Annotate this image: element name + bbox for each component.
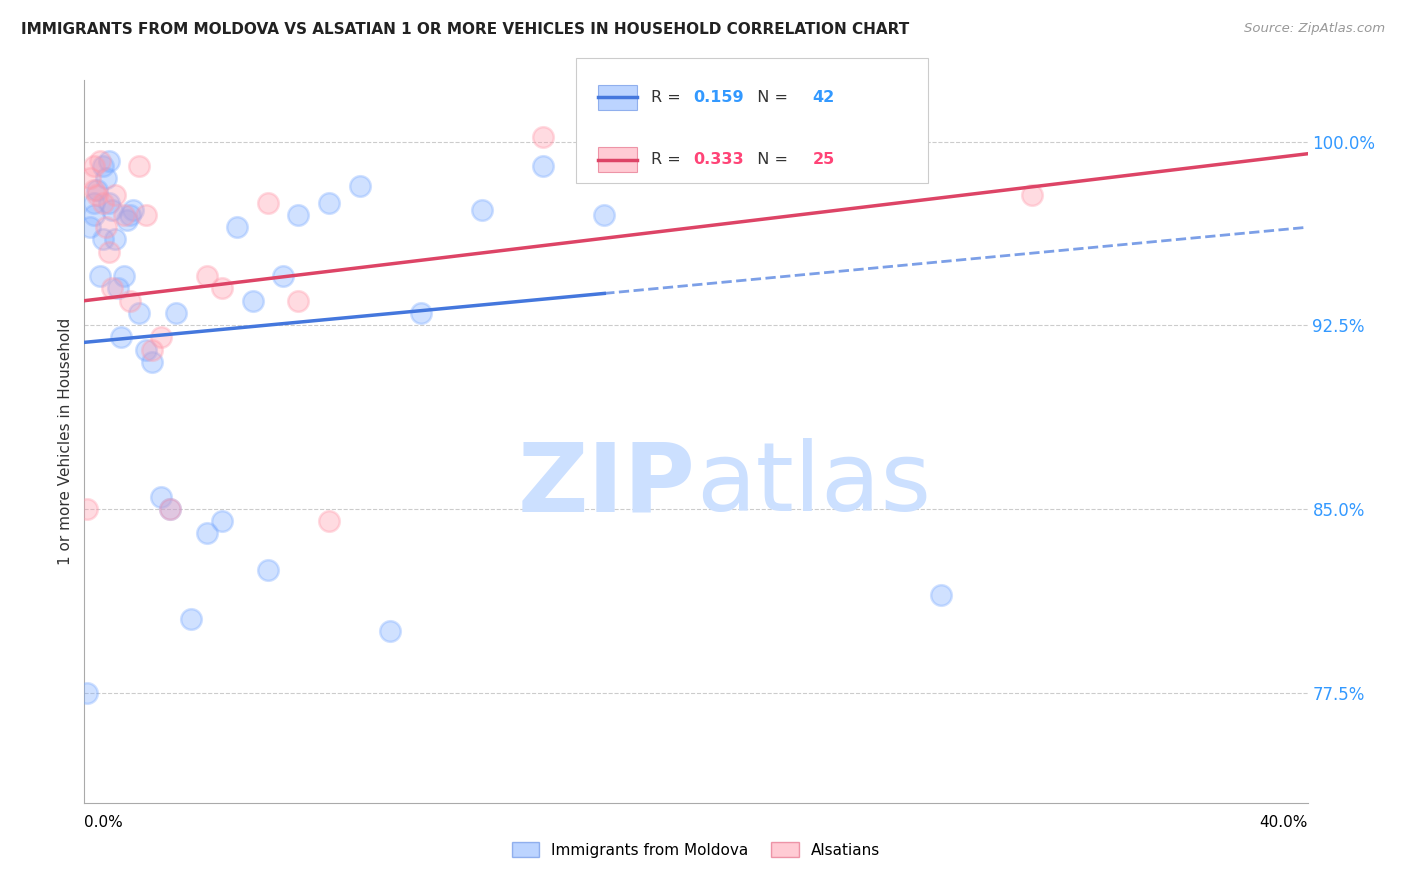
Point — [97, 154, 120, 169]
Point — [747, 164, 769, 178]
Text: 40.0%: 40.0% — [1260, 815, 1308, 830]
Text: IMMIGRANTS FROM MOLDOVA VS ALSATIAN 1 OR MORE VEHICLES IN HOUSEHOLD CORRELATION : IMMIGRANTS FROM MOLDOVA VS ALSATIAN 1 OR… — [21, 22, 910, 37]
Point — [122, 203, 145, 218]
Point — [593, 208, 616, 222]
Point — [211, 514, 233, 528]
Point — [97, 195, 120, 210]
Point — [149, 330, 172, 344]
Point — [104, 232, 127, 246]
Point — [380, 624, 402, 639]
Point — [83, 195, 105, 210]
Point — [349, 178, 371, 193]
Point — [141, 343, 163, 357]
Text: 42: 42 — [813, 90, 835, 104]
Point — [83, 184, 105, 198]
Point — [318, 195, 340, 210]
Point — [76, 502, 98, 516]
Point — [91, 159, 114, 173]
Point — [180, 612, 202, 626]
Point — [257, 563, 280, 577]
Text: R =: R = — [651, 90, 686, 104]
Text: N =: N = — [747, 153, 793, 167]
Point — [89, 269, 111, 284]
Point — [159, 502, 181, 516]
Point — [135, 343, 157, 357]
Text: 0.0%: 0.0% — [84, 815, 124, 830]
Point — [83, 208, 105, 222]
Point — [110, 330, 132, 344]
Point — [226, 220, 249, 235]
Point — [149, 490, 172, 504]
Point — [112, 269, 135, 284]
Point — [76, 685, 98, 699]
Point — [91, 232, 114, 246]
Point — [112, 208, 135, 222]
Point — [86, 188, 108, 202]
Point — [531, 159, 554, 173]
Point — [271, 269, 294, 284]
Point — [91, 195, 114, 210]
Point — [94, 171, 117, 186]
Point — [531, 129, 554, 144]
Point — [101, 281, 124, 295]
Point — [141, 355, 163, 369]
Point — [159, 502, 181, 516]
Point — [115, 213, 138, 227]
Point — [471, 203, 494, 218]
Point — [195, 269, 218, 284]
Point — [135, 208, 157, 222]
Point — [318, 514, 340, 528]
Point — [128, 306, 150, 320]
Point — [287, 208, 309, 222]
Text: 25: 25 — [813, 153, 835, 167]
Point — [104, 188, 127, 202]
Text: N =: N = — [747, 90, 793, 104]
Text: R =: R = — [651, 153, 686, 167]
Text: 0.159: 0.159 — [693, 90, 744, 104]
Y-axis label: 1 or more Vehicles in Household: 1 or more Vehicles in Household — [58, 318, 73, 566]
Point — [89, 154, 111, 169]
Point — [94, 220, 117, 235]
Point — [257, 195, 280, 210]
Point — [929, 588, 952, 602]
Point — [101, 203, 124, 218]
Point — [83, 159, 105, 173]
Point — [165, 306, 187, 320]
Point — [97, 244, 120, 259]
Point — [242, 293, 264, 308]
Legend: Immigrants from Moldova, Alsatians: Immigrants from Moldova, Alsatians — [505, 836, 887, 863]
Point — [195, 526, 218, 541]
Point — [120, 293, 142, 308]
Point — [409, 306, 432, 320]
Point — [211, 281, 233, 295]
Text: atlas: atlas — [696, 438, 931, 532]
Point — [287, 293, 309, 308]
Point — [86, 184, 108, 198]
Point — [107, 281, 129, 295]
Point — [128, 159, 150, 173]
Text: Source: ZipAtlas.com: Source: ZipAtlas.com — [1244, 22, 1385, 36]
Text: ZIP: ZIP — [517, 438, 696, 532]
Point — [79, 220, 101, 235]
Point — [79, 171, 101, 186]
Text: 0.333: 0.333 — [693, 153, 744, 167]
Point — [1021, 188, 1043, 202]
Point — [120, 208, 142, 222]
